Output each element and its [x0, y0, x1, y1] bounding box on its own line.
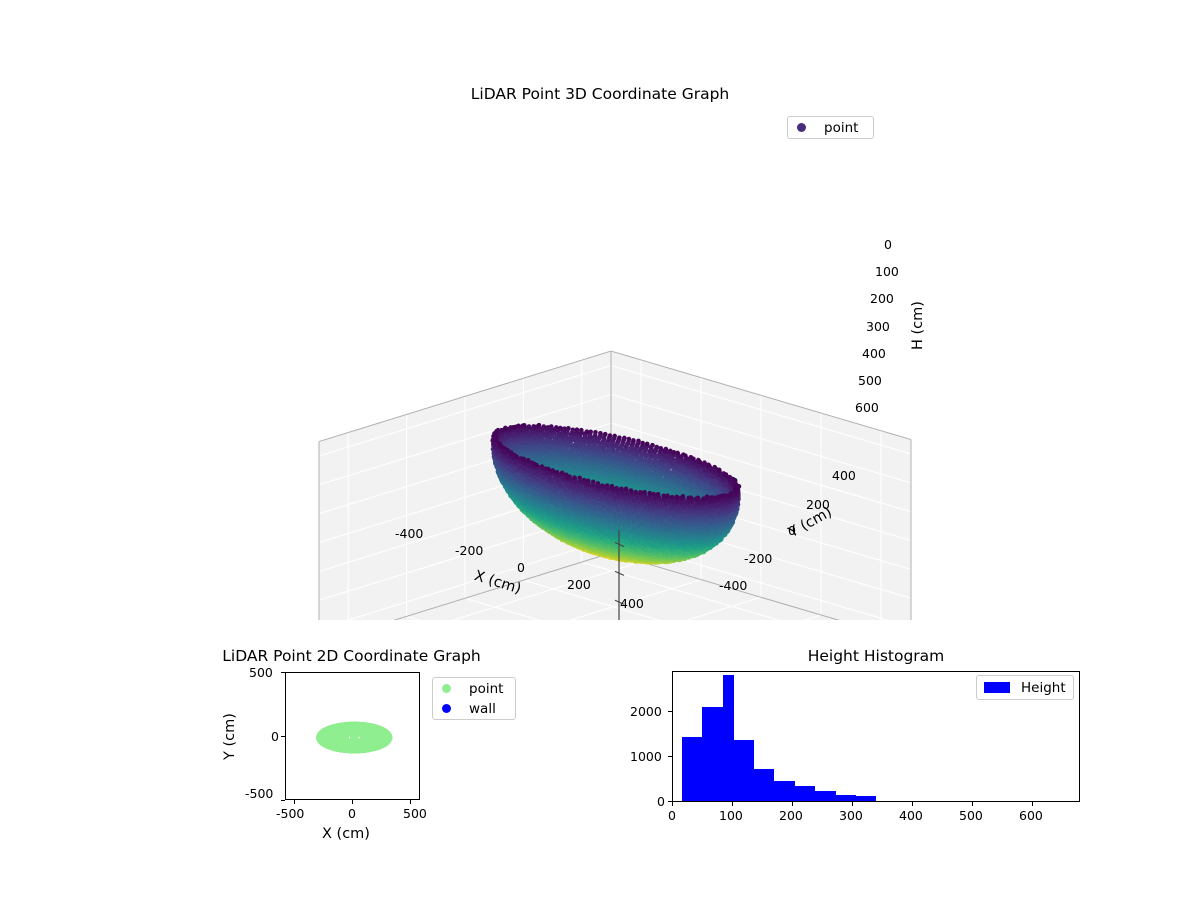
histogram-xtick-3: 300: [839, 808, 863, 823]
histogram-xtickmark-0: [672, 802, 673, 806]
plot3d-xtick-1: -200: [455, 543, 483, 558]
histogram-ytickmark-0: [668, 801, 672, 802]
legend-item-height: Height: [977, 676, 1073, 699]
plot3d-ytick-3: 200: [806, 497, 830, 512]
histogram-ytickmark-1: [668, 756, 672, 757]
plot2d-xlabel: X (cm): [322, 826, 370, 842]
plot3d-ytick-1: -200: [744, 551, 772, 566]
plot2d-xtickmark-0: [294, 800, 295, 804]
histogram-bar: [743, 740, 754, 801]
plot2d-ytickmark-2: [281, 672, 285, 673]
point-marker-icon: [797, 123, 806, 132]
plot2d-xtick-1: 0: [348, 806, 356, 821]
histogram-bar: [763, 769, 775, 801]
histogram-xtickmark-5: [972, 802, 973, 806]
histogram-xtick-5: 500: [959, 808, 983, 823]
wall-marker-icon: [442, 704, 451, 713]
plot2d-xtick-0: -500: [276, 806, 304, 821]
histogram-bar: [794, 786, 805, 801]
histogram-ytick-2: 2000: [630, 704, 662, 719]
histogram-bar: [773, 780, 785, 801]
plot2d-ytick-2: 500: [249, 665, 273, 680]
plot3d-axes[interactable]: [300, 110, 940, 620]
histogram-ytick-0: 0: [657, 794, 665, 809]
histogram-xtick-1: 100: [719, 808, 743, 823]
histogram-xtick-6: 600: [1019, 808, 1043, 823]
histogram-xtick-0: 0: [668, 808, 676, 823]
histogram-bar: [814, 790, 826, 801]
histogram-xtickmark-4: [912, 802, 913, 806]
height-patch-icon: [984, 682, 1010, 693]
plot2d-xtick-2: 500: [403, 806, 427, 821]
plot3d-ztick-2: 200: [870, 291, 894, 306]
histogram-xtickmark-6: [1032, 802, 1033, 806]
plot3d-ztick-3: 300: [866, 319, 890, 334]
histogram-xtick-4: 400: [899, 808, 923, 823]
plot3d-xtick-4: 400: [620, 596, 644, 611]
plot2d-ytick-1: 0: [271, 729, 279, 744]
plot2d-xtickmark-2: [410, 800, 411, 804]
plot3d-ytick-2: 0: [788, 523, 796, 538]
histogram-bar: [702, 707, 714, 801]
histogram-xtickmark-2: [792, 802, 793, 806]
histogram-ytickmark-2: [668, 711, 672, 712]
legend-label: wall: [469, 701, 496, 717]
histogram-bar: [682, 737, 693, 801]
histogram-bar: [835, 794, 846, 801]
plot2d-legend[interactable]: point wall: [432, 677, 516, 720]
histogram-xtick-2: 200: [779, 808, 803, 823]
plot3d-ztick-5: 500: [858, 373, 882, 388]
plot3d-zlabel: H (cm): [910, 301, 926, 350]
plot3d-ztick-4: 400: [862, 346, 886, 361]
histogram-title: Height Histogram: [672, 647, 1080, 665]
legend-label: point: [824, 120, 858, 136]
histogram-bar: [692, 737, 703, 801]
plot3d-ztick-1: 100: [875, 264, 899, 279]
legend-label: Height: [1021, 680, 1066, 696]
plot3d-ztick-0: 0: [884, 237, 892, 252]
point-marker-icon: [442, 684, 451, 693]
histogram-bar: [845, 794, 856, 801]
plot2d-ytickmark-0: [281, 800, 285, 801]
plot3d-ytick-4: 400: [832, 468, 856, 483]
plot2d-axes[interactable]: [285, 672, 420, 800]
plot2d-title: LiDAR Point 2D Coordinate Graph: [209, 647, 494, 665]
histogram-axes[interactable]: [672, 671, 1080, 802]
legend-item-point: point: [433, 679, 515, 699]
histogram-bar: [855, 796, 867, 801]
histogram-bar: [865, 796, 877, 801]
histogram-bar: [804, 786, 816, 801]
histogram-xtickmark-3: [852, 802, 853, 806]
histogram-bar: [712, 707, 724, 801]
histogram-bar: [722, 674, 734, 801]
plot2d-xtickmark-1: [352, 800, 353, 804]
histogram-bar: [733, 740, 744, 801]
legend-label: point: [469, 681, 503, 697]
histogram-legend[interactable]: Height: [976, 675, 1074, 700]
plot3d-ytick-0: -400: [719, 578, 747, 593]
histogram-xtickmark-1: [732, 802, 733, 806]
plot3d-xtick-3: 200: [567, 577, 591, 592]
legend-item-point: point: [788, 117, 873, 138]
plot3d-legend[interactable]: point: [787, 116, 874, 139]
plot3d-ztick-6: 600: [855, 400, 879, 415]
histogram-bar: [784, 780, 795, 801]
plot3d-title: LiDAR Point 3D Coordinate Graph: [0, 85, 1200, 103]
plot3d-xtick-2: 0: [517, 560, 525, 575]
plot3d-xtick-0: -400: [395, 526, 423, 541]
plot2d-ytickmark-1: [281, 736, 285, 737]
histogram-bar: [824, 790, 836, 801]
histogram-bar: [753, 769, 765, 801]
histogram-ytick-1: 1000: [630, 749, 662, 764]
plot2d-ylabel: Y (cm): [222, 713, 238, 760]
legend-item-wall: wall: [433, 699, 515, 719]
plot2d-ytick-0: -500: [245, 786, 273, 801]
